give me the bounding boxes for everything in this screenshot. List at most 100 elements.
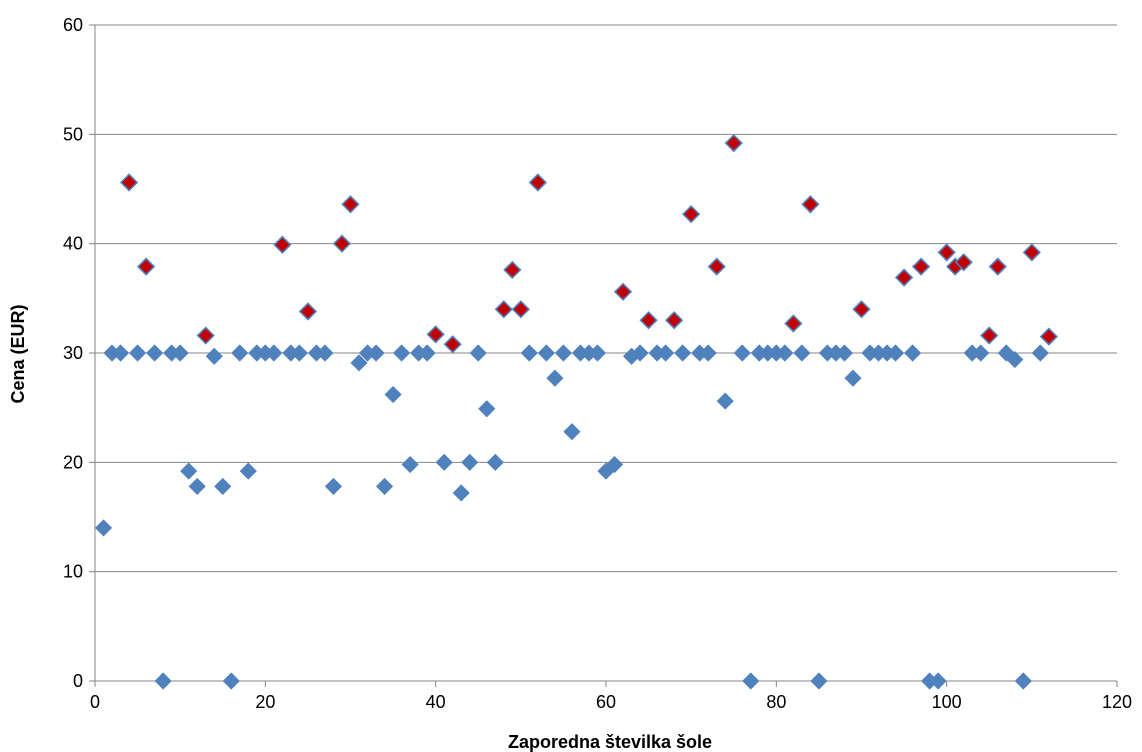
data-point-series-1 xyxy=(231,344,249,362)
data-point-series-2 xyxy=(724,133,743,153)
data-point-series-1 xyxy=(537,344,555,362)
data-point-series-1 xyxy=(324,477,343,495)
data-point-series-1 xyxy=(699,344,717,362)
data-point-series-2 xyxy=(1022,243,1041,262)
data-point-series-1 xyxy=(384,385,402,404)
data-point-series-1 xyxy=(171,344,189,362)
data-point-series-2 xyxy=(494,300,513,319)
data-point-series-2 xyxy=(511,300,530,319)
y-tick-label: 30 xyxy=(63,343,83,363)
data-point-series-1 xyxy=(904,344,922,362)
data-point-series-1 xyxy=(214,477,232,495)
x-tick-label: 60 xyxy=(596,692,616,712)
data-point-series-1 xyxy=(265,344,283,362)
data-point-series-1 xyxy=(1014,672,1032,690)
data-point-series-1 xyxy=(554,344,572,362)
data-point-series-1 xyxy=(222,672,240,690)
data-point-series-1 xyxy=(418,344,436,362)
data-point-series-2 xyxy=(503,260,522,280)
data-point-series-1 xyxy=(674,344,692,362)
x-axis-title: Zaporedna številka šole xyxy=(508,732,712,752)
data-point-series-1 xyxy=(605,455,624,474)
data-point-series-2 xyxy=(665,311,684,330)
data-point-series-1 xyxy=(154,672,172,690)
data-point-series-2 xyxy=(852,300,871,319)
data-point-series-2 xyxy=(196,326,215,345)
data-point-series-1 xyxy=(742,672,760,690)
y-tick-label: 60 xyxy=(63,15,83,35)
data-point-series-1 xyxy=(452,484,470,502)
x-tick-label: 40 xyxy=(426,692,446,712)
data-point-series-1 xyxy=(393,344,411,362)
data-point-series-1 xyxy=(188,477,206,495)
data-point-series-2 xyxy=(894,268,914,287)
data-point-series-2 xyxy=(332,234,352,253)
data-point-series-1 xyxy=(316,344,334,362)
data-point-series-1 xyxy=(793,344,811,362)
x-tick-label: 120 xyxy=(1102,692,1132,712)
y-axis-title: Cena (EUR) xyxy=(8,304,28,403)
data-point-series-2 xyxy=(443,335,462,354)
data-point-series-1 xyxy=(972,344,990,362)
x-tick-label: 0 xyxy=(90,692,100,712)
data-point-series-2 xyxy=(988,257,1007,276)
data-point-series-1 xyxy=(716,392,734,410)
data-point-series-1 xyxy=(546,369,564,387)
data-point-series-2 xyxy=(298,302,318,321)
data-point-series-1 xyxy=(478,400,496,418)
data-point-series-1 xyxy=(146,344,164,362)
data-point-series-1 xyxy=(129,344,147,362)
data-point-series-1 xyxy=(205,347,223,365)
y-tick-label: 20 xyxy=(63,452,83,472)
data-point-series-1 xyxy=(350,354,368,372)
data-point-series-1 xyxy=(835,344,854,362)
data-point-series-1 xyxy=(376,477,394,495)
data-point-series-2 xyxy=(528,173,547,192)
data-point-series-2 xyxy=(119,173,139,192)
data-point-series-1 xyxy=(239,462,257,480)
data-point-series-1 xyxy=(657,344,675,362)
data-point-series-1 xyxy=(469,344,487,362)
data-point-series-2 xyxy=(1039,327,1059,346)
data-point-series-2 xyxy=(801,195,820,214)
data-point-series-2 xyxy=(784,314,803,333)
data-point-series-1 xyxy=(94,519,113,537)
data-point-series-2 xyxy=(937,243,956,262)
data-point-series-1 xyxy=(631,344,649,362)
data-point-series-1 xyxy=(733,344,751,362)
data-point-series-1 xyxy=(588,344,607,362)
y-tick-label: 0 xyxy=(73,671,83,691)
data-point-series-1 xyxy=(290,344,308,362)
data-point-series-2 xyxy=(273,235,292,254)
data-point-series-1 xyxy=(111,344,130,362)
tick-labels: 0 10 20 30 40 50 60 0 20 40 60 80 100 120 xyxy=(63,15,1132,712)
data-point-series-2 xyxy=(980,326,999,345)
data-point-series-2 xyxy=(136,257,156,276)
y-tick-label: 40 xyxy=(63,234,83,254)
y-tick-label: 50 xyxy=(63,124,83,144)
data-point-series-1 xyxy=(929,672,947,690)
data-point-series-1 xyxy=(435,453,453,471)
data-points xyxy=(94,133,1059,690)
data-point-series-2 xyxy=(954,253,973,272)
data-point-series-1 xyxy=(810,672,828,690)
x-tick-label: 100 xyxy=(932,692,962,712)
data-point-series-1 xyxy=(486,453,504,471)
data-point-series-2 xyxy=(707,257,726,276)
data-point-series-1 xyxy=(461,453,479,471)
x-tick-label: 80 xyxy=(766,692,786,712)
data-point-series-1 xyxy=(1031,344,1049,362)
data-point-series-1 xyxy=(401,455,419,474)
data-point-series-1 xyxy=(520,344,538,362)
data-point-series-2 xyxy=(426,325,445,344)
y-tick-label: 10 xyxy=(63,562,83,582)
data-point-series-1 xyxy=(367,344,385,362)
data-point-series-1 xyxy=(563,423,581,441)
data-point-series-2 xyxy=(639,311,658,330)
data-point-series-2 xyxy=(682,205,701,224)
data-point-series-2 xyxy=(911,257,931,276)
data-point-series-1 xyxy=(180,462,198,480)
data-point-series-1 xyxy=(887,344,905,362)
data-point-series-1 xyxy=(1006,350,1024,369)
